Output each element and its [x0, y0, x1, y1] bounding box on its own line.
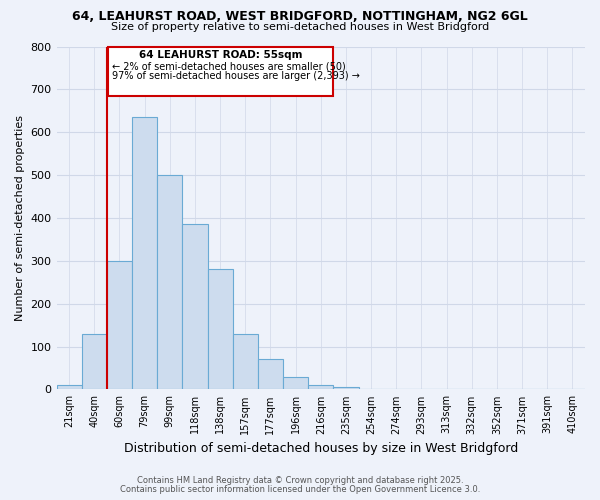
- Y-axis label: Number of semi-detached properties: Number of semi-detached properties: [15, 115, 25, 321]
- Text: Contains public sector information licensed under the Open Government Licence 3.: Contains public sector information licen…: [120, 485, 480, 494]
- Bar: [107, 261, 132, 390]
- Bar: [157, 175, 182, 390]
- X-axis label: Distribution of semi-detached houses by size in West Bridgford: Distribution of semi-detached houses by …: [124, 442, 518, 455]
- Bar: [334, 388, 359, 390]
- Text: 64 LEAHURST ROAD: 55sqm: 64 LEAHURST ROAD: 55sqm: [139, 50, 302, 60]
- Text: 97% of semi-detached houses are larger (2,393) →: 97% of semi-detached houses are larger (…: [112, 72, 360, 82]
- FancyBboxPatch shape: [108, 46, 334, 96]
- Bar: [132, 117, 157, 390]
- Bar: [82, 334, 107, 390]
- Bar: [182, 224, 208, 390]
- Bar: [283, 376, 308, 390]
- Text: ← 2% of semi-detached houses are smaller (50): ← 2% of semi-detached houses are smaller…: [112, 61, 346, 71]
- Text: Size of property relative to semi-detached houses in West Bridgford: Size of property relative to semi-detach…: [111, 22, 489, 32]
- Bar: [258, 360, 283, 390]
- Text: 64, LEAHURST ROAD, WEST BRIDGFORD, NOTTINGHAM, NG2 6GL: 64, LEAHURST ROAD, WEST BRIDGFORD, NOTTI…: [72, 10, 528, 23]
- Bar: [56, 385, 82, 390]
- Text: Contains HM Land Registry data © Crown copyright and database right 2025.: Contains HM Land Registry data © Crown c…: [137, 476, 463, 485]
- Bar: [308, 385, 334, 390]
- Bar: [208, 270, 233, 390]
- Bar: [233, 334, 258, 390]
